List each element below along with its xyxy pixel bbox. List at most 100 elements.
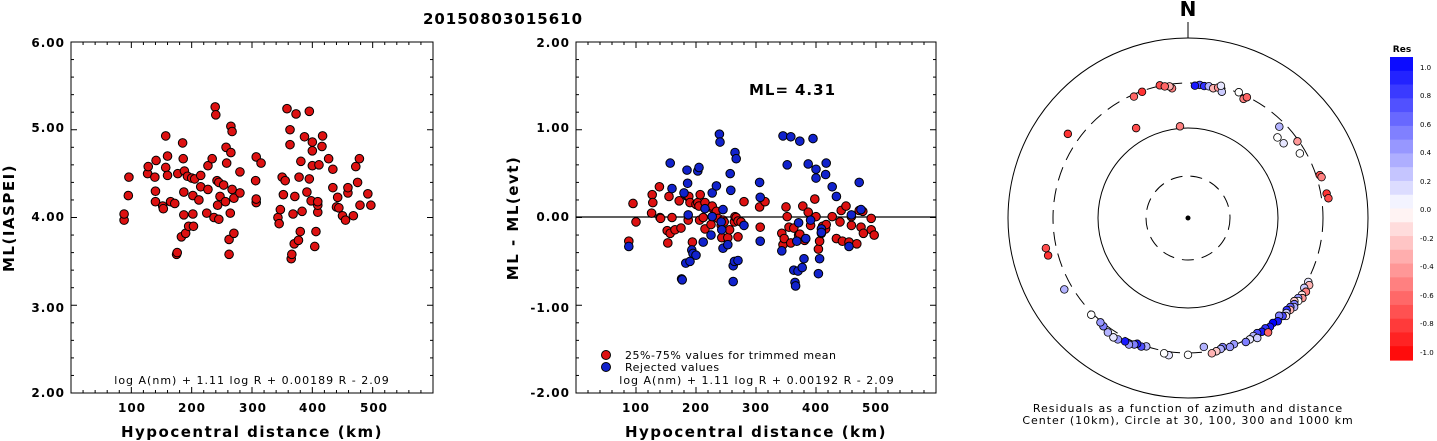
data-point-trimmed — [814, 236, 825, 246]
legend-marker-rejected — [601, 362, 611, 372]
data-point-rejected — [795, 136, 805, 146]
data-point — [280, 175, 290, 186]
panel1-ytick: 5.00 — [31, 121, 65, 135]
data-point-rejected — [777, 246, 787, 256]
data-point-trimmed — [687, 237, 698, 247]
data-point-rejected — [698, 237, 709, 247]
data-point — [210, 102, 220, 112]
data-point-trimmed — [663, 238, 673, 248]
data-point-rejected — [827, 181, 838, 192]
data-point-trimmed — [841, 201, 851, 211]
data-point-rejected — [682, 178, 693, 189]
data-point-rejected — [733, 255, 743, 266]
data-point — [317, 131, 328, 141]
data-point — [282, 103, 292, 114]
data-point — [151, 155, 161, 166]
data-point-trimmed — [648, 197, 658, 208]
data-point-rejected — [811, 173, 821, 183]
data-point-trimmed — [667, 212, 677, 223]
colorbar-tick: -0.2 — [1420, 235, 1434, 243]
data-point-rejected — [694, 162, 704, 173]
data-point — [307, 137, 318, 147]
data-point-rejected — [715, 137, 725, 147]
north-label: N — [1180, 0, 1197, 21]
data-point-trimmed — [866, 213, 877, 224]
station-residual-point — [1242, 93, 1252, 102]
data-point — [350, 161, 361, 172]
data-point — [221, 158, 232, 168]
colorbar-swatch — [1390, 318, 1413, 334]
data-point-rejected — [811, 164, 821, 175]
panel1-x-axis-label: Hypocentral distance (km) — [121, 423, 383, 441]
data-point — [169, 198, 180, 209]
colorbar-tick: 0.4 — [1420, 149, 1432, 157]
station-residual-point — [1263, 328, 1273, 337]
data-point — [290, 191, 300, 202]
colorbar-swatch — [1390, 112, 1413, 127]
data-point — [160, 162, 171, 173]
data-point — [304, 174, 315, 184]
colorbar-swatch — [1390, 167, 1413, 182]
data-point-trimmed — [733, 232, 743, 242]
data-point — [227, 126, 237, 137]
data-point-rejected — [706, 230, 716, 240]
data-point — [235, 188, 245, 198]
polar-caption-line2: Center (10km), Circle at 30, 100, 300 an… — [1022, 414, 1353, 427]
station-residual-point — [1273, 133, 1282, 142]
station-residual-point — [1159, 349, 1169, 358]
panel2-ytick: -2.00 — [530, 386, 570, 400]
data-point-rejected — [854, 177, 865, 188]
data-point-rejected — [723, 239, 733, 250]
center-point — [1185, 215, 1191, 221]
data-point-trimmed — [869, 230, 880, 240]
data-point — [314, 160, 324, 170]
data-point — [224, 249, 234, 260]
data-point — [366, 200, 376, 211]
panel2-xtick: 400 — [802, 401, 830, 415]
data-point — [250, 175, 261, 186]
panel1-xtick: 300 — [239, 401, 267, 415]
station-residual-point — [1131, 123, 1141, 133]
data-point — [178, 153, 189, 164]
data-point — [293, 235, 304, 246]
colorbar-swatch — [1390, 263, 1413, 278]
data-point — [207, 153, 217, 164]
station-residual-point — [1207, 349, 1217, 358]
data-point — [340, 215, 351, 225]
data-point-rejected — [707, 211, 718, 222]
colorbar-swatch — [1390, 236, 1413, 251]
panel2-xtick: 300 — [742, 401, 770, 415]
data-point-trimmed — [695, 189, 706, 200]
figure-title: 20150803015610 — [423, 10, 583, 28]
panel2-ticks — [576, 42, 936, 393]
data-point — [294, 172, 304, 182]
data-point-rejected — [793, 217, 804, 228]
data-point — [188, 221, 199, 232]
data-point-trimmed — [698, 212, 709, 223]
data-point — [143, 161, 154, 172]
panel2-ytick: 1.00 — [536, 121, 570, 135]
station-residual-point — [1225, 342, 1235, 352]
data-point — [203, 160, 213, 171]
station-residual-point — [1063, 129, 1073, 139]
data-point — [304, 106, 315, 117]
data-point-rejected — [816, 227, 827, 238]
panel2-points — [624, 129, 880, 291]
colorbar-swatch — [1390, 346, 1413, 361]
colorbar-swatch — [1390, 304, 1413, 320]
data-point-rejected — [700, 203, 710, 214]
data-point — [288, 209, 298, 219]
colorbar-swatch — [1390, 70, 1413, 86]
data-point — [332, 192, 343, 203]
panel-ml-iaspei: 2.00 3.00 4.00 5.00 6.00 100 200 300 400… — [0, 36, 434, 441]
ml-value: 4.31 — [795, 81, 836, 99]
panel1-y-tick-labels: 2.00 3.00 4.00 5.00 6.00 — [31, 36, 65, 400]
data-point — [188, 209, 198, 219]
data-point-trimmed — [647, 189, 658, 200]
colorbar-swatch — [1390, 208, 1413, 223]
data-point-trimmed — [654, 181, 665, 192]
station-residual-point — [1275, 122, 1284, 131]
data-point — [251, 194, 262, 204]
polar-points — [1041, 80, 1333, 360]
data-point — [343, 182, 353, 193]
